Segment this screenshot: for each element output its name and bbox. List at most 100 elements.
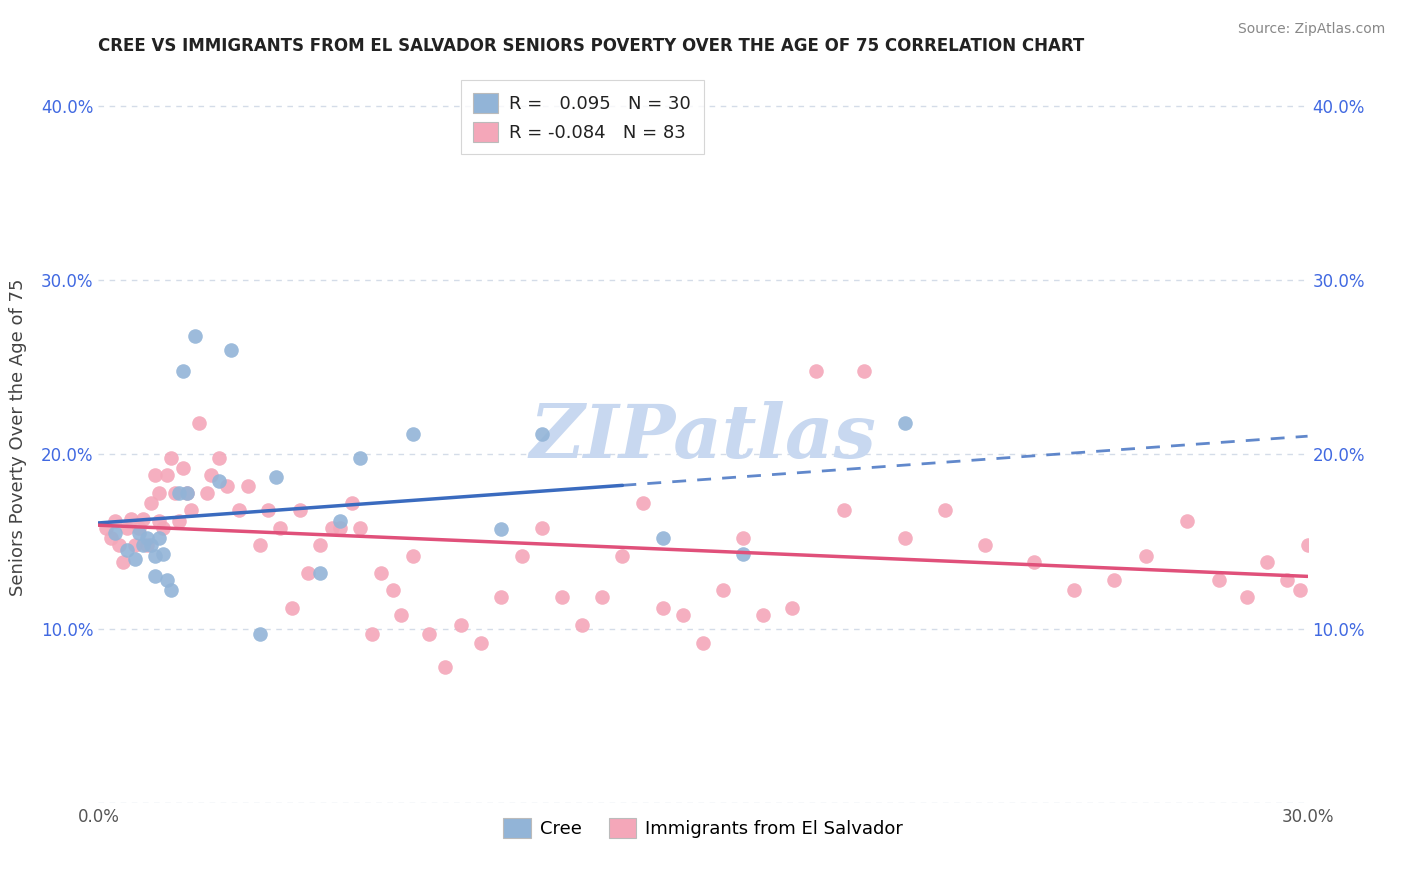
Point	[491, 522, 513, 536]
Point	[1296, 538, 1319, 552]
Point	[143, 549, 166, 563]
Point	[217, 479, 239, 493]
Point	[124, 538, 146, 552]
Point	[172, 364, 194, 378]
Point	[256, 503, 278, 517]
Point	[1102, 573, 1125, 587]
Point	[1175, 514, 1198, 528]
Point	[510, 549, 533, 563]
Point	[156, 468, 179, 483]
Point	[1277, 573, 1299, 587]
Point	[321, 521, 343, 535]
Point	[349, 450, 371, 465]
Point	[200, 468, 222, 483]
Point	[143, 569, 166, 583]
Point	[1208, 573, 1230, 587]
Text: ZIPatlas: ZIPatlas	[530, 401, 876, 474]
Point	[309, 566, 332, 580]
Point	[1305, 531, 1327, 545]
Point	[1063, 583, 1085, 598]
Point	[470, 635, 492, 649]
Point	[208, 474, 231, 488]
Y-axis label: Seniors Poverty Over the Age of 75: Seniors Poverty Over the Age of 75	[10, 278, 27, 596]
Point	[780, 600, 803, 615]
Point	[361, 627, 384, 641]
Point	[124, 552, 146, 566]
Point	[934, 503, 956, 517]
Point	[381, 583, 404, 598]
Point	[434, 660, 457, 674]
Point	[893, 416, 915, 430]
Point	[143, 468, 166, 483]
Point	[853, 364, 876, 378]
Point	[1236, 591, 1258, 605]
Point	[100, 531, 122, 545]
Point	[148, 531, 170, 545]
Point	[1135, 549, 1157, 563]
Point	[128, 521, 150, 535]
Point	[530, 426, 553, 441]
Point	[167, 485, 190, 500]
Point	[571, 618, 593, 632]
Point	[152, 547, 174, 561]
Point	[974, 538, 997, 552]
Point	[402, 549, 425, 563]
Point	[264, 470, 287, 484]
Point	[450, 618, 472, 632]
Point	[832, 503, 855, 517]
Point	[370, 566, 392, 580]
Point	[1256, 556, 1278, 570]
Point	[228, 503, 250, 517]
Point	[249, 627, 271, 641]
Point	[139, 496, 162, 510]
Point	[115, 543, 138, 558]
Legend: Cree, Immigrants from El Salvador: Cree, Immigrants from El Salvador	[496, 811, 910, 845]
Point	[236, 479, 259, 493]
Point	[329, 514, 352, 528]
Point	[651, 600, 673, 615]
Point	[591, 591, 613, 605]
Point	[491, 591, 513, 605]
Point	[96, 521, 118, 535]
Point	[281, 600, 304, 615]
Point	[288, 503, 311, 517]
Point	[184, 329, 207, 343]
Point	[402, 426, 425, 441]
Point	[221, 343, 243, 357]
Point	[530, 521, 553, 535]
Point	[176, 485, 198, 500]
Point	[107, 538, 129, 552]
Point	[160, 450, 183, 465]
Point	[148, 485, 170, 500]
Point	[1288, 583, 1310, 598]
Point	[135, 531, 157, 545]
Point	[160, 583, 183, 598]
Point	[733, 531, 755, 545]
Point	[269, 521, 291, 535]
Point	[804, 364, 827, 378]
Point	[208, 450, 231, 465]
Point	[132, 538, 155, 552]
Point	[132, 512, 155, 526]
Point	[342, 496, 364, 510]
Point	[551, 591, 574, 605]
Point	[115, 521, 138, 535]
Point	[152, 521, 174, 535]
Point	[180, 503, 202, 517]
Point	[148, 514, 170, 528]
Point	[128, 525, 150, 540]
Point	[139, 538, 162, 552]
Point	[1022, 556, 1045, 570]
Point	[672, 607, 695, 622]
Point	[893, 531, 915, 545]
Text: CREE VS IMMIGRANTS FROM EL SALVADOR SENIORS POVERTY OVER THE AGE OF 75 CORRELATI: CREE VS IMMIGRANTS FROM EL SALVADOR SENI…	[98, 37, 1084, 54]
Point	[172, 461, 194, 475]
Point	[309, 538, 332, 552]
Point	[176, 485, 198, 500]
Point	[692, 635, 714, 649]
Point	[195, 485, 218, 500]
Point	[733, 547, 755, 561]
Point	[297, 566, 319, 580]
Point	[167, 514, 190, 528]
Point	[651, 531, 673, 545]
